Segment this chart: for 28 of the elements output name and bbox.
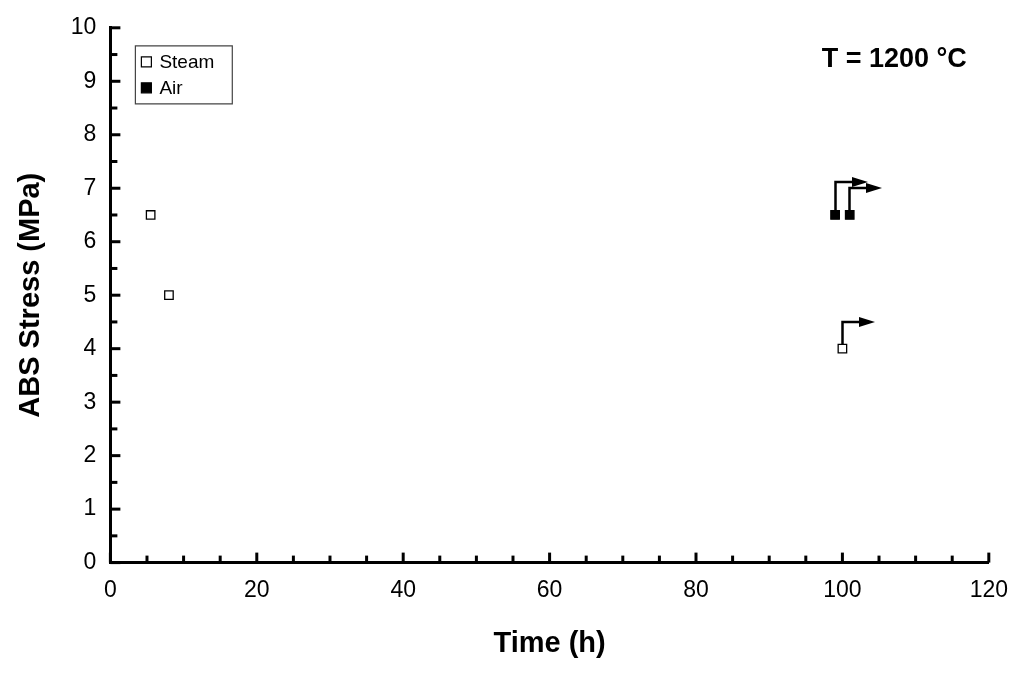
y-tick-label: 4: [83, 334, 97, 361]
x-tick-label: 80: [683, 575, 709, 602]
y-tick-label: 7: [83, 173, 97, 200]
annotation: T = 1200 °C: [821, 42, 967, 73]
x-tick-label: 120: [969, 575, 1008, 602]
legend-label: Air: [159, 77, 184, 99]
x-tick-label: 0: [103, 575, 117, 602]
y-tick-label: 3: [83, 387, 97, 414]
y-tick-label: 6: [83, 227, 97, 254]
y-tick-label: 10: [70, 13, 97, 40]
x-tick-label: 60: [536, 575, 563, 602]
y-tick-label: 1: [83, 494, 97, 521]
y-axis-title: ABS Stress (MPa): [13, 172, 46, 418]
y-tick-label: 9: [83, 66, 97, 93]
x-tick-label: 40: [390, 575, 416, 602]
y-tick-label: 0: [83, 547, 97, 574]
point: [837, 343, 848, 354]
x-tick-label: 100: [823, 575, 862, 602]
y-tick-label: 5: [83, 280, 97, 307]
point: [844, 210, 855, 220]
x-axis-title: Time (h): [493, 625, 606, 658]
legend-label: Steam: [159, 51, 215, 73]
y-tick-label: 8: [83, 120, 97, 147]
y-tick-label: 2: [83, 440, 97, 467]
point: [164, 290, 174, 301]
point: [145, 210, 156, 220]
point: [830, 210, 840, 220]
x-tick-label: 20: [243, 575, 270, 602]
